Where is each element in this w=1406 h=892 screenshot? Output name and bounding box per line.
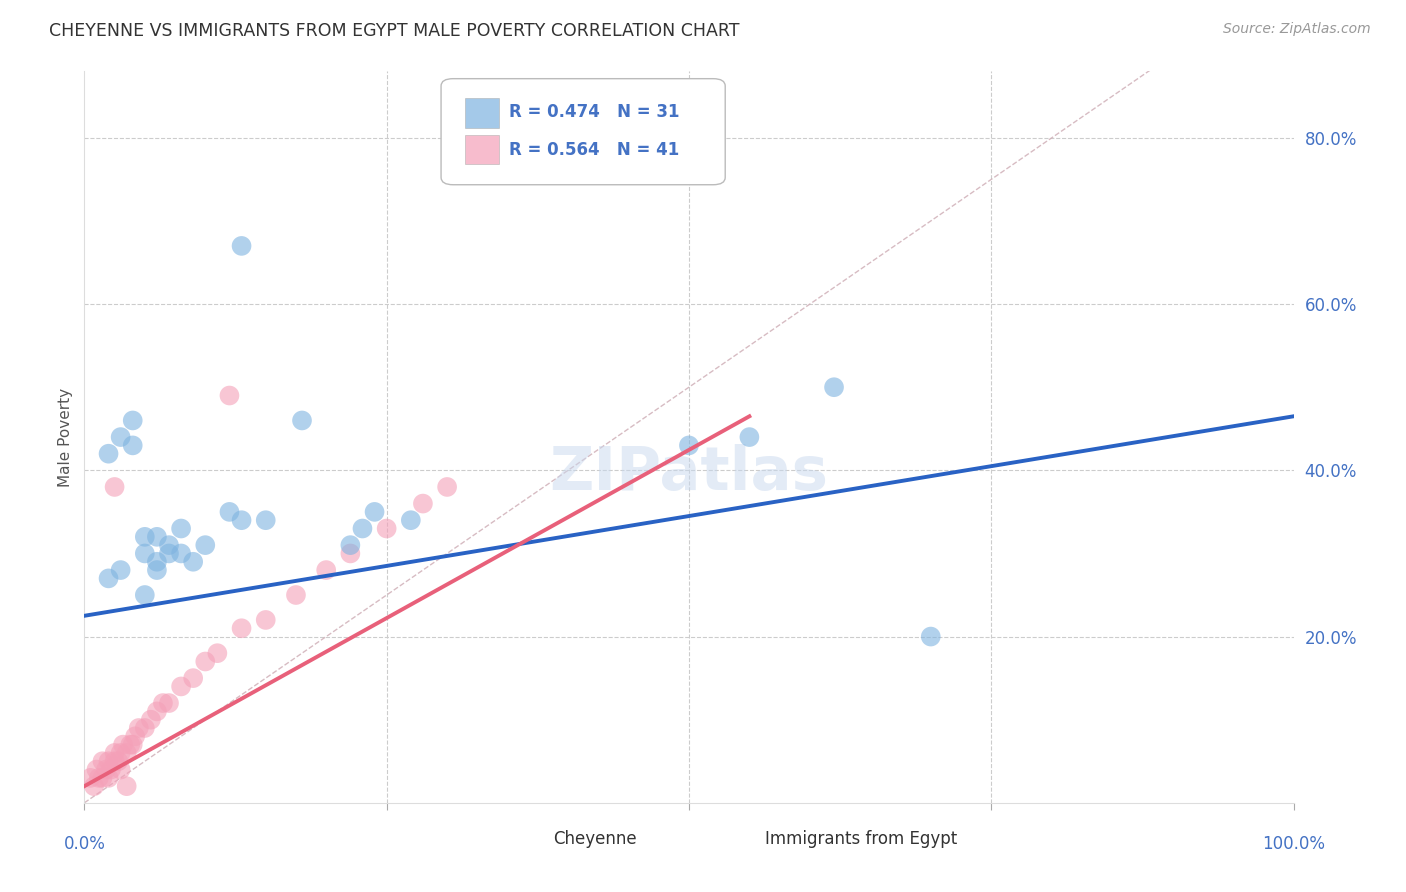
Point [112,738,135,752]
Point [100,763,122,777]
Point [104,480,127,494]
Point [363,505,385,519]
Point [97,447,120,461]
Point [291,413,314,427]
FancyBboxPatch shape [513,827,544,850]
Point [97,571,120,585]
Point [823,380,845,394]
Point [146,530,169,544]
Point [399,513,422,527]
Point [115,746,138,760]
Point [678,438,700,452]
Point [339,546,361,560]
Point [110,746,132,760]
Point [115,779,138,793]
Point [97,754,120,768]
Point [91,754,114,768]
Text: 0.0%: 0.0% [63,835,105,853]
Point [157,546,180,560]
Point [146,555,169,569]
Point [121,738,143,752]
Point [194,655,217,669]
Point [920,630,942,644]
Point [194,538,217,552]
Point [170,680,193,694]
Text: Source: ZipAtlas.com: Source: ZipAtlas.com [1223,22,1371,37]
Point [339,538,361,552]
Point [134,530,156,544]
Point [94,763,117,777]
Text: R = 0.474   N = 31: R = 0.474 N = 31 [509,103,679,121]
Point [254,513,277,527]
Point [181,555,204,569]
Point [134,588,156,602]
Point [120,738,142,752]
Point [134,546,156,560]
Point [231,621,253,635]
Point [738,430,761,444]
Point [87,771,110,785]
Point [107,754,129,768]
Point [97,771,120,785]
Point [170,521,193,535]
Point [254,613,277,627]
Point [218,388,240,402]
FancyBboxPatch shape [725,827,755,850]
Point [231,239,253,253]
FancyBboxPatch shape [441,78,725,185]
Text: Immigrants from Egypt: Immigrants from Egypt [765,830,957,848]
Point [124,729,146,743]
Point [412,497,434,511]
FancyBboxPatch shape [465,135,499,164]
FancyBboxPatch shape [465,98,499,128]
Point [128,721,150,735]
Point [110,763,132,777]
Point [110,563,132,577]
Point [146,563,169,577]
Point [86,763,108,777]
Text: ZIPatlas: ZIPatlas [550,444,828,503]
Point [284,588,308,602]
Point [352,521,374,535]
Point [91,771,114,785]
Point [152,696,174,710]
Y-axis label: Male Poverty: Male Poverty [58,387,73,487]
Point [231,513,253,527]
Point [79,771,101,785]
Point [170,546,193,560]
Text: R = 0.564   N = 41: R = 0.564 N = 41 [509,141,679,159]
Point [315,563,337,577]
Point [181,671,204,685]
Point [121,413,143,427]
Point [157,696,180,710]
Point [157,538,180,552]
Point [104,754,127,768]
Point [104,746,127,760]
Point [110,430,132,444]
Point [218,505,240,519]
Point [207,646,229,660]
Point [146,705,169,719]
Text: 100.0%: 100.0% [1263,835,1324,853]
Point [375,521,398,535]
Point [139,713,162,727]
Point [436,480,458,494]
Point [121,438,143,452]
Point [83,779,105,793]
Text: CHEYENNE VS IMMIGRANTS FROM EGYPT MALE POVERTY CORRELATION CHART: CHEYENNE VS IMMIGRANTS FROM EGYPT MALE P… [49,22,740,40]
Text: Cheyenne: Cheyenne [554,830,637,848]
Point [134,721,156,735]
